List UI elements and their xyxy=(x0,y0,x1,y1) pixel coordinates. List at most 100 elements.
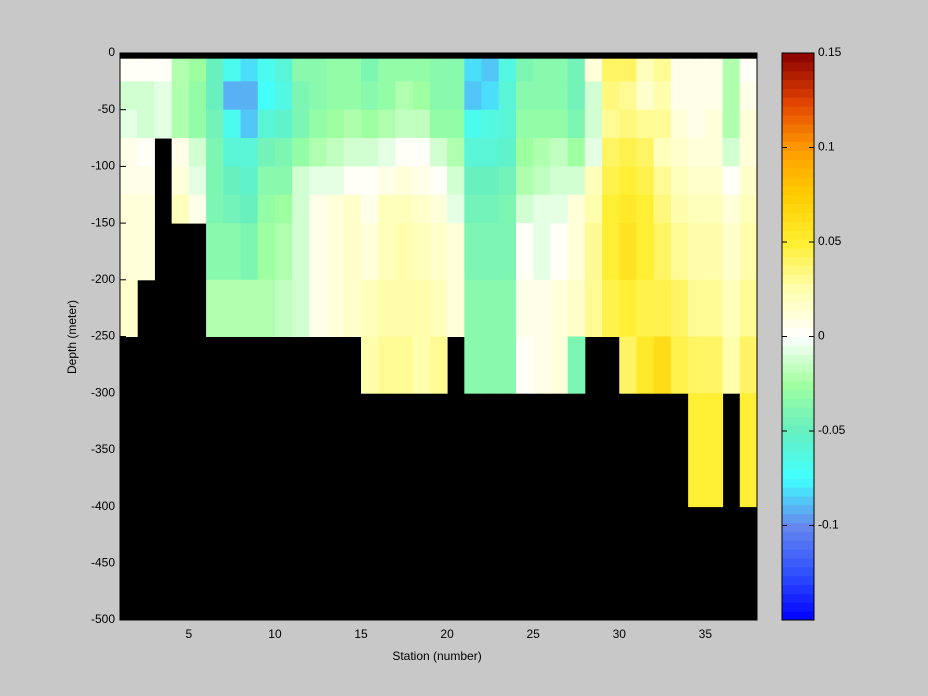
colorbar-step xyxy=(782,53,814,63)
heat-cell xyxy=(498,58,517,82)
heat-cell xyxy=(395,109,414,139)
colorbar-step xyxy=(782,363,814,373)
heat-cell xyxy=(378,81,396,111)
heat-cell xyxy=(378,109,396,139)
heat-cell xyxy=(619,194,637,224)
heat-cell xyxy=(464,194,483,224)
heat-cell xyxy=(533,138,551,167)
heat-cell xyxy=(533,194,551,224)
heat-cell xyxy=(515,58,534,82)
heat-cell xyxy=(361,81,379,111)
heat-cell xyxy=(240,81,259,111)
heat-cell xyxy=(223,279,242,337)
heat-cell xyxy=(602,109,620,139)
heat-cell xyxy=(274,109,293,139)
heat-cell xyxy=(223,81,242,111)
heat-cell xyxy=(619,279,637,337)
heat-cell xyxy=(670,109,689,139)
heat-cell xyxy=(602,166,620,196)
colorbar-step xyxy=(782,168,814,178)
heat-cell xyxy=(447,194,465,224)
colorbar-step xyxy=(782,593,814,603)
heat-cell xyxy=(429,336,448,394)
heat-cell xyxy=(653,336,672,394)
heat-cell xyxy=(688,109,706,139)
heat-cell xyxy=(584,194,603,224)
heat-cell xyxy=(481,279,500,337)
heat-cell xyxy=(739,336,758,394)
heat-cell xyxy=(722,194,741,224)
colorbar-step xyxy=(782,327,814,337)
heat-cell xyxy=(481,223,500,281)
heat-cell xyxy=(206,138,224,167)
heat-cell xyxy=(602,223,620,281)
heat-cell xyxy=(378,58,396,82)
colorbar-tick-label: -0.1 xyxy=(818,518,839,532)
heat-cell xyxy=(688,166,706,196)
heat-cell xyxy=(137,138,155,167)
heat-cell xyxy=(274,81,293,111)
heat-cell xyxy=(653,194,672,224)
heat-cell xyxy=(395,194,414,224)
heat-cell xyxy=(171,138,190,167)
heat-cell xyxy=(326,138,345,167)
heat-cell xyxy=(361,58,379,82)
y-tick-label: -300 xyxy=(91,385,115,399)
heat-cell xyxy=(619,166,637,196)
heat-cell xyxy=(602,279,620,337)
heat-cell xyxy=(498,166,517,196)
heat-cell xyxy=(515,81,534,111)
colorbar-step xyxy=(782,239,814,249)
heat-cell xyxy=(705,194,724,224)
heat-cell xyxy=(188,109,207,139)
heat-cell xyxy=(154,81,173,111)
colorbar-step xyxy=(782,575,814,586)
heat-cell xyxy=(584,81,603,111)
heat-cell xyxy=(515,279,534,337)
heat-cell xyxy=(412,336,431,394)
heat-cell xyxy=(257,166,276,196)
heat-cell xyxy=(343,81,362,111)
heat-cell xyxy=(188,58,207,82)
heat-cell xyxy=(705,336,724,394)
heat-cell xyxy=(550,81,569,111)
heat-cell xyxy=(688,58,706,82)
colorbar-step xyxy=(782,398,814,408)
heat-cell xyxy=(395,166,414,196)
heat-cell xyxy=(292,223,310,281)
heat-cell xyxy=(584,166,603,196)
heat-cell xyxy=(171,194,190,224)
heat-cell xyxy=(533,336,551,394)
heat-cell xyxy=(722,109,741,139)
heat-cell xyxy=(567,279,586,337)
heat-cell xyxy=(154,109,173,139)
colorbar-step xyxy=(782,97,814,107)
heat-cell xyxy=(361,194,379,224)
heat-cell xyxy=(739,109,758,139)
colorbar-step xyxy=(782,584,814,594)
heat-cell xyxy=(240,166,259,196)
colorbar-step xyxy=(782,487,814,497)
heat-cell xyxy=(567,81,586,111)
heat-cell xyxy=(464,166,483,196)
heat-cell xyxy=(292,81,310,111)
colorbar-step xyxy=(782,194,814,205)
heat-cell xyxy=(464,223,483,281)
heat-cell xyxy=(188,194,207,224)
colorbar-step xyxy=(782,309,814,320)
heat-cell xyxy=(395,223,414,281)
heat-cell xyxy=(739,279,758,337)
heat-cell xyxy=(412,58,431,82)
heat-cell xyxy=(550,109,569,139)
heat-cell xyxy=(412,194,431,224)
heat-cell xyxy=(343,223,362,281)
heat-cell xyxy=(309,194,328,224)
heat-cell xyxy=(378,138,396,167)
heat-cell xyxy=(705,166,724,196)
heat-cell xyxy=(343,58,362,82)
heat-cell xyxy=(395,58,414,82)
heat-cell xyxy=(653,279,672,337)
heat-cell xyxy=(705,138,724,167)
heat-cell xyxy=(498,194,517,224)
heat-cell xyxy=(739,223,758,281)
